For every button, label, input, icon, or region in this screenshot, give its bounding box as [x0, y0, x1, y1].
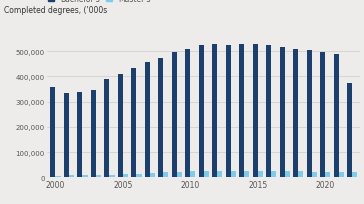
- Bar: [123, 174, 128, 177]
- Bar: [280, 47, 285, 177]
- Bar: [104, 79, 110, 177]
- Bar: [226, 45, 231, 177]
- Bar: [320, 52, 325, 177]
- Bar: [172, 52, 177, 177]
- Bar: [306, 51, 312, 177]
- Bar: [266, 46, 271, 177]
- Bar: [150, 173, 155, 177]
- Bar: [339, 172, 344, 177]
- Bar: [110, 175, 115, 177]
- Bar: [131, 69, 136, 177]
- Bar: [204, 171, 209, 177]
- Bar: [312, 172, 317, 177]
- Legend: Bachelor's, Master's: Bachelor's, Master's: [48, 0, 151, 4]
- Bar: [298, 171, 304, 177]
- Bar: [285, 171, 290, 177]
- Bar: [55, 176, 60, 177]
- Bar: [82, 175, 87, 177]
- Bar: [212, 45, 217, 177]
- Bar: [231, 171, 236, 177]
- Bar: [334, 54, 339, 177]
- Bar: [96, 175, 101, 177]
- Bar: [347, 83, 352, 177]
- Bar: [77, 93, 82, 177]
- Bar: [50, 88, 55, 177]
- Bar: [190, 171, 195, 177]
- Bar: [185, 49, 190, 177]
- Bar: [293, 49, 298, 177]
- Bar: [64, 93, 69, 177]
- Bar: [271, 171, 276, 177]
- Bar: [239, 45, 244, 177]
- Bar: [199, 45, 204, 177]
- Bar: [352, 172, 357, 177]
- Bar: [217, 171, 222, 177]
- Bar: [177, 172, 182, 177]
- Bar: [69, 176, 74, 177]
- Text: Completed degrees, ('000s: Completed degrees, ('000s: [4, 6, 107, 15]
- Bar: [325, 172, 331, 177]
- Bar: [145, 63, 150, 177]
- Bar: [91, 91, 96, 177]
- Bar: [244, 171, 249, 177]
- Bar: [163, 173, 169, 177]
- Bar: [136, 174, 142, 177]
- Bar: [158, 59, 163, 177]
- Bar: [253, 45, 258, 177]
- Bar: [118, 75, 123, 177]
- Bar: [258, 171, 263, 177]
